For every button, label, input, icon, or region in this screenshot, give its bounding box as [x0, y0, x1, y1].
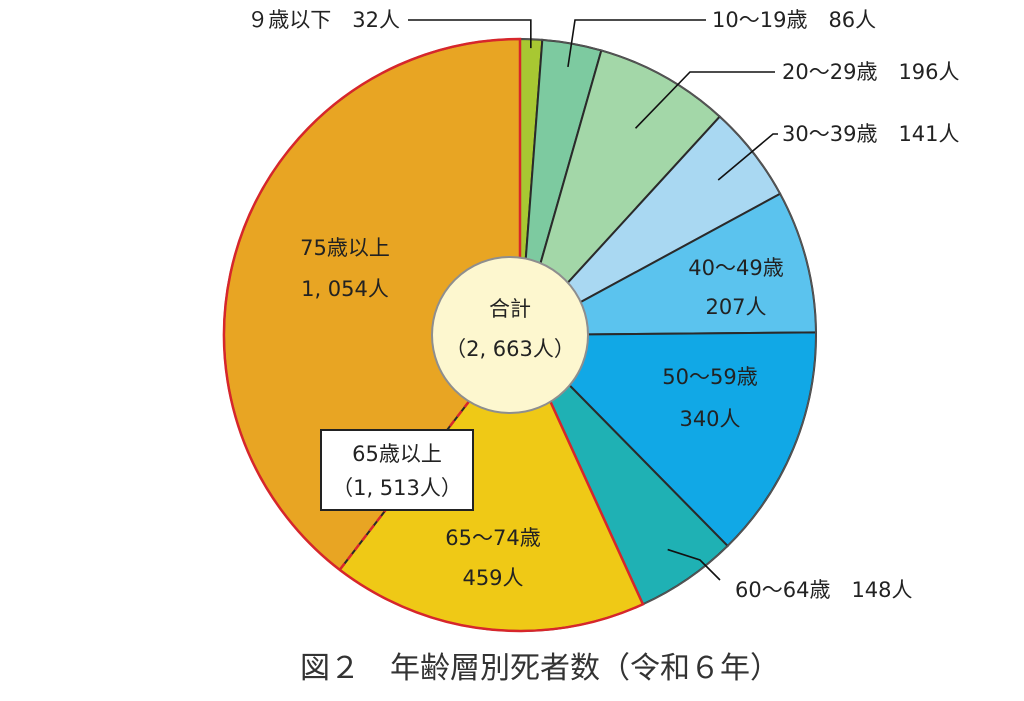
- leader-age-60-64: [667, 548, 721, 581]
- center-title: 合計: [489, 297, 531, 321]
- center-total: （2, 663人）: [445, 337, 575, 361]
- label-age-20-29: 20～29歳 196人: [782, 60, 960, 84]
- leader-age-30-39: [717, 133, 778, 181]
- group-65plus-outline: [222, 37, 645, 633]
- label-age-65-74: 65～74歳: [445, 526, 540, 550]
- label-age-30-39: 30～39歳 141人: [782, 122, 960, 146]
- value-age-75-up: 1, 054人: [301, 277, 389, 301]
- group-box: [320, 429, 474, 511]
- value-age-65-74: 459人: [462, 566, 523, 590]
- label-age-40-49: 40～49歳: [688, 256, 783, 280]
- leader-lines: [408, 19, 778, 581]
- label-age-0-9: ９歳以下 32人: [247, 8, 400, 32]
- group-label: 65歳以上: [352, 442, 442, 466]
- slice-labels: ９歳以下 32人 10～19歳 86人 20～29歳 196人 30～39歳 141人…: [247, 8, 959, 602]
- value-age-40-49: 207人: [705, 295, 766, 319]
- label-age-60-64: 60～64歳 148人: [735, 578, 913, 602]
- group-value: （1, 513人）: [332, 476, 462, 500]
- chart-caption: 図２ 年齢層別死者数（令和６年）: [300, 651, 780, 686]
- label-age-50-59: 50～59歳: [662, 365, 757, 389]
- label-age-10-19: 10～19歳 86人: [712, 8, 876, 32]
- leader-age-0-9: [408, 19, 532, 49]
- label-age-75-up: 75歳以上: [300, 236, 390, 260]
- leader-age-10-19: [567, 19, 706, 68]
- value-age-50-59: 340人: [679, 407, 740, 431]
- leader-age-20-29: [634, 71, 775, 129]
- center-total-circle: [431, 256, 589, 414]
